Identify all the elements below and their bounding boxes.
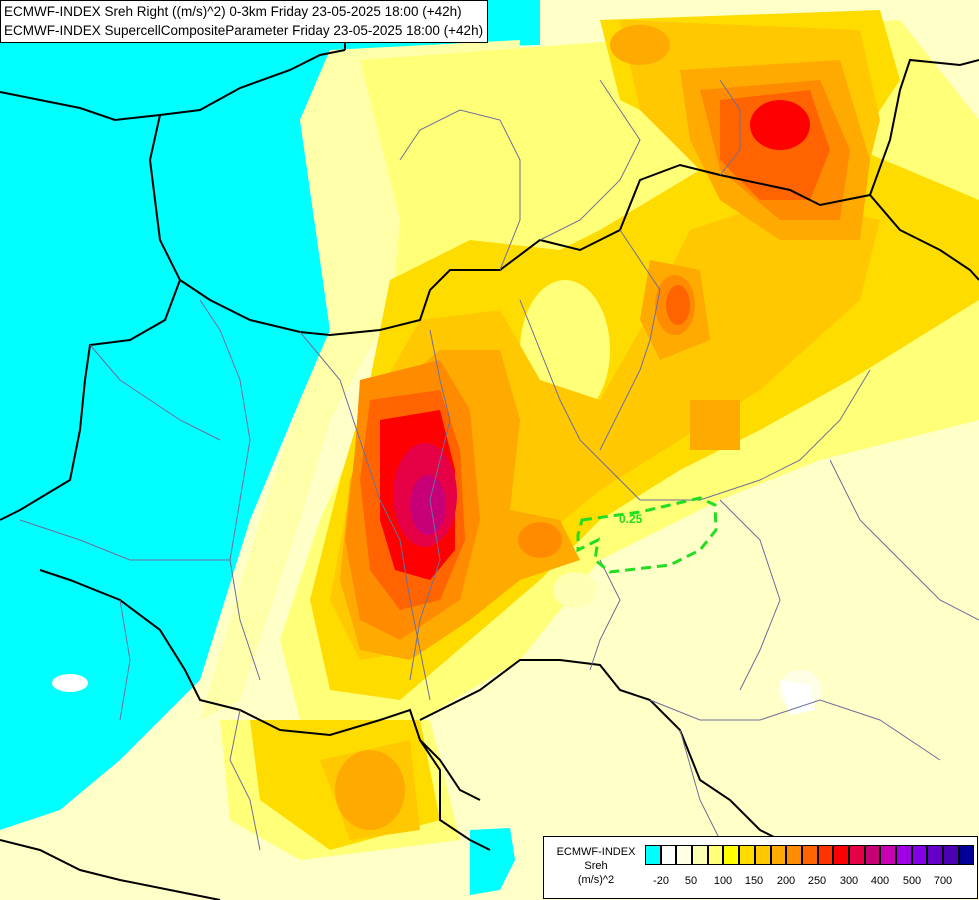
legend-swatch: [660, 845, 677, 865]
legend-tick-label: 50: [684, 875, 698, 887]
legend-swatch: [801, 845, 818, 865]
legend-swatch: [864, 845, 881, 865]
legend-swatch: [927, 845, 944, 865]
sea-area: [0, 0, 540, 830]
legend-swatch: [723, 845, 740, 865]
legend-tick-label: 150: [744, 875, 764, 887]
legend-swatch: [943, 845, 959, 865]
legend-tick-label: 400: [870, 875, 890, 887]
legend-swatch: [707, 845, 724, 865]
legend-tick-label: 250: [807, 875, 827, 887]
legend-swatch: [817, 845, 834, 865]
legend-title: ECMWF-INDEX Sreh (m/s)^2: [546, 845, 646, 887]
legend-swatch: [911, 845, 928, 865]
legend-swatch: [896, 845, 912, 865]
legend-tick-label: 200: [776, 875, 796, 887]
legend-tick-label: 700: [933, 875, 953, 887]
legend-swatch: [958, 845, 975, 865]
legend-title-param: Sreh: [584, 860, 608, 872]
legend-ticks: -20 50 100 150 200 250 300 400 500 700: [645, 875, 975, 891]
color-legend: ECMWF-INDEX Sreh (m/s)^2 -20 50 100 150 200 2…: [543, 836, 978, 899]
legend-swatch: [754, 845, 771, 865]
header-line-2: ECMWF-INDEX SupercellCompositeParameter …: [4, 23, 484, 38]
legend-tick-label: 500: [902, 875, 922, 887]
legend-swatch: [833, 845, 849, 865]
legend-tick-label: -20: [653, 875, 669, 887]
legend-tick-label: 100: [713, 875, 733, 887]
legend-title-unit: (m/s)^2: [577, 874, 615, 886]
legend-swatch: [645, 845, 661, 865]
legend-tick-label: 300: [839, 875, 859, 887]
header-line-1: ECMWF-INDEX Sreh Right ((m/s)^2) 0-3km F…: [4, 4, 462, 19]
legend-swatches: [645, 845, 975, 865]
map-header: ECMWF-INDEX Sreh Right ((m/s)^2) 0-3km F…: [0, 0, 489, 43]
legend-swatch: [692, 845, 708, 865]
legend-swatch: [848, 845, 865, 865]
legend-swatch: [770, 845, 787, 865]
contour-label: 0.25: [619, 512, 643, 526]
sea-island: [52, 674, 88, 692]
legend-swatch: [739, 845, 755, 865]
legend-title-model: ECMWF-INDEX: [556, 846, 636, 858]
scp-contour: [576, 496, 718, 574]
legend-swatch: [786, 845, 802, 865]
legend-swatch: [676, 845, 693, 865]
legend-swatch: [880, 845, 896, 865]
